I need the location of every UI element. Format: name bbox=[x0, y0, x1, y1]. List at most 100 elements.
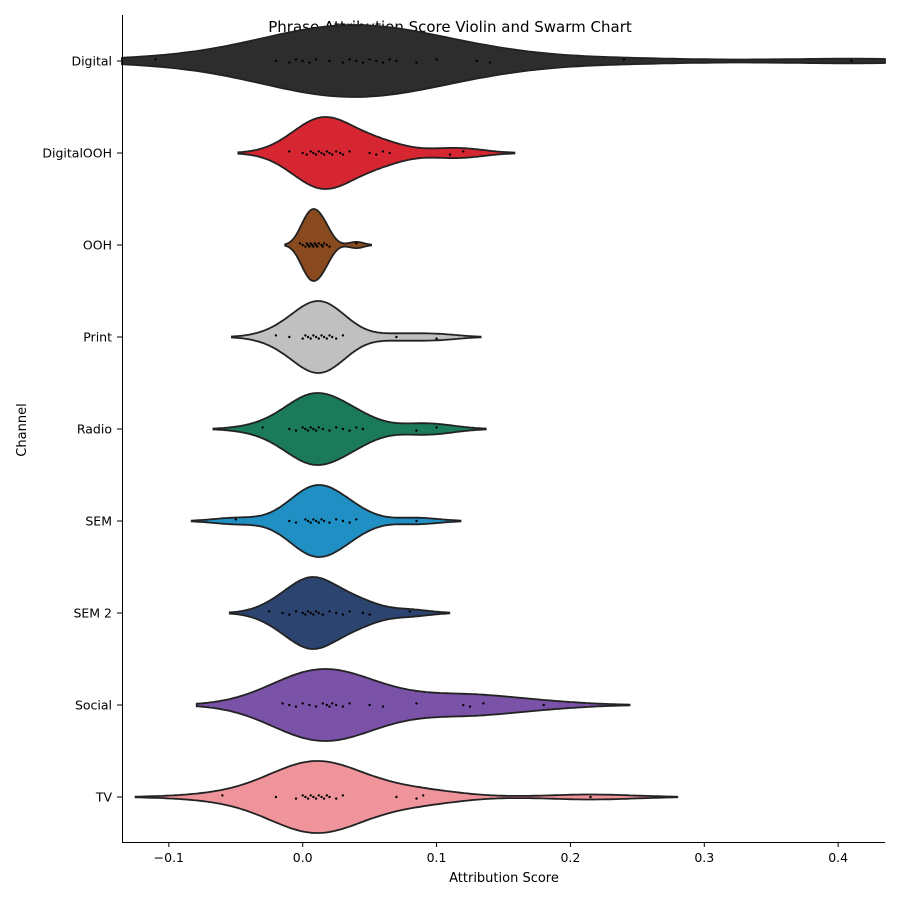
y-tick-label: Social bbox=[75, 698, 112, 713]
swarm-point bbox=[304, 518, 307, 521]
swarm-point bbox=[361, 61, 365, 64]
x-tick-label: 0.3 bbox=[694, 850, 714, 865]
swarm-point bbox=[348, 702, 351, 705]
swarm-point bbox=[312, 245, 315, 248]
violin-sem-2 bbox=[228, 576, 451, 650]
swarm-point bbox=[309, 426, 312, 429]
swarm-point bbox=[368, 58, 371, 61]
y-tick-label: SEM 2 bbox=[73, 606, 112, 621]
swarm-point bbox=[305, 242, 308, 245]
swarm-point bbox=[355, 426, 358, 429]
violin-sem bbox=[190, 484, 462, 558]
swarm-point bbox=[317, 611, 320, 615]
swarm-point bbox=[294, 797, 298, 800]
swarm-point bbox=[368, 151, 371, 155]
swarm-point bbox=[415, 429, 418, 432]
swarm-point bbox=[294, 429, 298, 432]
swarm-point bbox=[321, 613, 324, 616]
swarm-point bbox=[314, 705, 318, 708]
violin-digitalooh bbox=[237, 116, 516, 190]
swarm-point bbox=[308, 703, 311, 707]
swarm-point bbox=[331, 702, 334, 705]
swarm-point bbox=[462, 150, 465, 153]
swarm-point bbox=[355, 242, 358, 245]
swarm-point bbox=[154, 58, 157, 61]
y-tick-label: Radio bbox=[77, 422, 112, 437]
swarm-point bbox=[301, 59, 304, 63]
swarm-point bbox=[288, 150, 291, 153]
swarm-point bbox=[317, 521, 320, 524]
swarm-point bbox=[288, 519, 291, 523]
swarm-point bbox=[355, 59, 358, 63]
swarm-point bbox=[395, 795, 398, 799]
swarm-point bbox=[274, 334, 278, 337]
x-axis-title: Attribution Score bbox=[449, 871, 559, 886]
y-tick-label: OOH bbox=[83, 238, 112, 253]
swarm-point bbox=[415, 61, 418, 64]
swarm-point bbox=[322, 153, 326, 156]
swarm-point bbox=[325, 794, 328, 797]
swarm-point bbox=[294, 610, 298, 613]
swarm-point bbox=[415, 519, 418, 523]
swarm-point bbox=[320, 243, 323, 247]
swarm-point bbox=[312, 795, 315, 799]
swarm-point bbox=[309, 611, 312, 615]
swarm-point bbox=[335, 703, 338, 707]
swarm-point bbox=[312, 151, 315, 155]
swarm-point bbox=[320, 518, 323, 521]
swarm-point bbox=[314, 797, 318, 800]
swarm-point bbox=[281, 702, 284, 705]
swarm-point bbox=[309, 150, 312, 153]
swarm-point bbox=[312, 613, 315, 616]
swarm-point bbox=[294, 705, 298, 708]
swarm-point bbox=[312, 518, 315, 521]
swarm-point bbox=[341, 427, 345, 431]
swarm-point bbox=[325, 703, 328, 707]
swarm-point bbox=[361, 427, 365, 431]
swarm-point bbox=[415, 797, 418, 800]
x-tick-label: 0.2 bbox=[560, 850, 580, 865]
swarm-point bbox=[301, 337, 304, 340]
swarm-point bbox=[335, 611, 338, 615]
swarm-point bbox=[268, 610, 271, 613]
y-tick-label: Print bbox=[83, 330, 112, 345]
swarm-point bbox=[288, 427, 291, 431]
swarm-point bbox=[306, 429, 310, 432]
swarm-point bbox=[301, 151, 304, 155]
swarm-point bbox=[381, 150, 385, 153]
violin-radio bbox=[212, 392, 487, 466]
swarm-point bbox=[348, 150, 351, 153]
swarm-point bbox=[234, 518, 237, 521]
swarm-point bbox=[314, 243, 318, 247]
swarm-point bbox=[328, 610, 331, 613]
swarm-point bbox=[309, 794, 312, 797]
y-axis-title: Channel bbox=[15, 403, 30, 456]
x-tick-label: 0.1 bbox=[427, 850, 447, 865]
swarm-point bbox=[309, 242, 312, 245]
swarm-point bbox=[314, 153, 318, 156]
swarm-point bbox=[288, 613, 291, 616]
swarm-point bbox=[304, 427, 307, 431]
swarm-point bbox=[304, 334, 307, 337]
swarm-point bbox=[335, 150, 338, 153]
swarm-point bbox=[317, 242, 320, 245]
swarm-point bbox=[368, 613, 371, 616]
swarm-point bbox=[622, 58, 626, 61]
swarm-point bbox=[415, 702, 418, 705]
swarm-point bbox=[325, 150, 328, 153]
swarm-point bbox=[422, 794, 425, 797]
swarm-point bbox=[448, 153, 452, 156]
swarm-point bbox=[294, 58, 298, 61]
swarm-point bbox=[368, 703, 371, 707]
swarm-point bbox=[301, 794, 304, 797]
violin-group bbox=[121, 24, 886, 834]
swarm-points-group bbox=[154, 58, 853, 800]
violin-digital bbox=[121, 24, 886, 98]
swarm-point bbox=[339, 151, 342, 155]
x-tick-label: 0.4 bbox=[828, 850, 848, 865]
swarm-point bbox=[221, 794, 224, 797]
swarm-point bbox=[328, 151, 331, 155]
swarm-point bbox=[325, 243, 328, 247]
swarm-point bbox=[408, 610, 411, 613]
